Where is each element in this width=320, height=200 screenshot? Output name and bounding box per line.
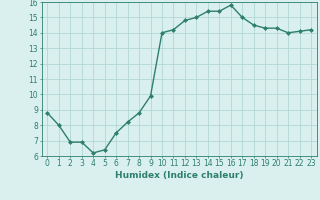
X-axis label: Humidex (Indice chaleur): Humidex (Indice chaleur) [115,171,244,180]
